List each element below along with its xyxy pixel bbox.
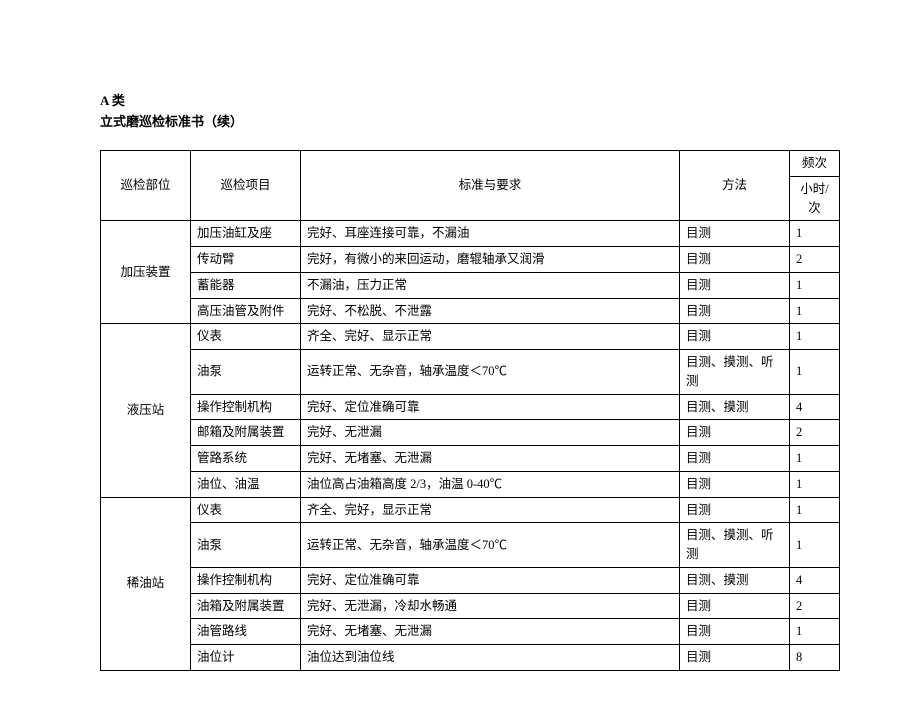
- item-cell: 操作控制机构: [191, 567, 301, 593]
- document-title: 立式磨巡检标准书（续）: [100, 111, 840, 130]
- table-row: 油泵运转正常、无杂音，轴承温度＜70℃目测、摸测、听测1: [101, 523, 840, 568]
- col-header-standard: 标准与要求: [301, 151, 680, 221]
- freq-cell: 1: [790, 221, 840, 247]
- freq-cell: 1: [790, 619, 840, 645]
- col-header-freq: 频次: [790, 151, 840, 177]
- standard-cell: 完好、耳座连接可靠，不漏油: [301, 221, 680, 247]
- table-row: 操作控制机构完好、定位准确可靠目测、摸测4: [101, 567, 840, 593]
- freq-cell: 2: [790, 247, 840, 273]
- freq-cell: 1: [790, 298, 840, 324]
- table-row: 邮箱及附属装置完好、无泄漏目测2: [101, 420, 840, 446]
- freq-cell: 1: [790, 523, 840, 568]
- item-cell: 油位计: [191, 645, 301, 671]
- table-row: 液压站仪表齐全、完好、显示正常目测1: [101, 324, 840, 350]
- method-cell: 目测: [680, 497, 790, 523]
- col-header-item: 巡检项目: [191, 151, 301, 221]
- standard-cell: 油位高占油箱高度 2/3，油温 0-40℃: [301, 471, 680, 497]
- table-row: 油位、油温油位高占油箱高度 2/3，油温 0-40℃目测1: [101, 471, 840, 497]
- method-cell: 目测: [680, 221, 790, 247]
- standard-cell: 完好、无堵塞、无泄漏: [301, 619, 680, 645]
- group-cell: 加压装置: [101, 221, 191, 324]
- item-cell: 仪表: [191, 324, 301, 350]
- freq-cell: 4: [790, 567, 840, 593]
- table-row: 稀油站仪表齐全、完好，显示正常目测1: [101, 497, 840, 523]
- freq-cell: 1: [790, 350, 840, 395]
- table-row: 高压油管及附件完好、不松脱、不泄露目测1: [101, 298, 840, 324]
- item-cell: 蓄能器: [191, 272, 301, 298]
- group-cell: 稀油站: [101, 497, 191, 670]
- standard-cell: 完好、无泄漏，冷却水畅通: [301, 593, 680, 619]
- method-cell: 目测: [680, 593, 790, 619]
- method-cell: 目测: [680, 247, 790, 273]
- item-cell: 油泵: [191, 350, 301, 395]
- table-body: 加压装置加压油缸及座完好、耳座连接可靠，不漏油目测1传动臂完好，有微小的来回运动…: [101, 221, 840, 671]
- standard-cell: 完好、定位准确可靠: [301, 394, 680, 420]
- item-cell: 管路系统: [191, 446, 301, 472]
- standard-cell: 运转正常、无杂音，轴承温度＜70℃: [301, 350, 680, 395]
- method-cell: 目测: [680, 272, 790, 298]
- group-cell: 液压站: [101, 324, 191, 497]
- standard-cell: 完好，有微小的来回运动，磨辊轴承又润滑: [301, 247, 680, 273]
- standard-cell: 齐全、完好，显示正常: [301, 497, 680, 523]
- method-cell: 目测: [680, 324, 790, 350]
- item-cell: 邮箱及附属装置: [191, 420, 301, 446]
- freq-cell: 1: [790, 471, 840, 497]
- method-cell: 目测、摸测: [680, 394, 790, 420]
- table-header-row: 巡检部位 巡检项目 标准与要求 方法 频次: [101, 151, 840, 177]
- freq-cell: 2: [790, 420, 840, 446]
- item-cell: 油泵: [191, 523, 301, 568]
- freq-cell: 4: [790, 394, 840, 420]
- method-cell: 目测: [680, 420, 790, 446]
- col-header-method: 方法: [680, 151, 790, 221]
- item-cell: 加压油缸及座: [191, 221, 301, 247]
- item-cell: 油管路线: [191, 619, 301, 645]
- freq-cell: 8: [790, 645, 840, 671]
- table-row: 加压装置加压油缸及座完好、耳座连接可靠，不漏油目测1: [101, 221, 840, 247]
- freq-cell: 1: [790, 272, 840, 298]
- method-cell: 目测、摸测、听测: [680, 350, 790, 395]
- table-row: 油位计油位达到油位线目测8: [101, 645, 840, 671]
- col-header-freq-unit: 小时/次: [790, 176, 840, 221]
- standard-cell: 完好、不松脱、不泄露: [301, 298, 680, 324]
- table-row: 管路系统完好、无堵塞、无泄漏目测1: [101, 446, 840, 472]
- inspection-table: 巡检部位 巡检项目 标准与要求 方法 频次 小时/次 加压装置加压油缸及座完好、…: [100, 150, 840, 671]
- standard-cell: 齐全、完好、显示正常: [301, 324, 680, 350]
- standard-cell: 不漏油，压力正常: [301, 272, 680, 298]
- freq-cell: 1: [790, 497, 840, 523]
- item-cell: 操作控制机构: [191, 394, 301, 420]
- table-row: 油箱及附属装置完好、无泄漏，冷却水畅通目测2: [101, 593, 840, 619]
- table-row: 操作控制机构完好、定位准确可靠目测、摸测4: [101, 394, 840, 420]
- method-cell: 目测: [680, 298, 790, 324]
- item-cell: 油位、油温: [191, 471, 301, 497]
- freq-cell: 1: [790, 446, 840, 472]
- standard-cell: 完好、无堵塞、无泄漏: [301, 446, 680, 472]
- method-cell: 目测、摸测: [680, 567, 790, 593]
- freq-cell: 2: [790, 593, 840, 619]
- item-cell: 仪表: [191, 497, 301, 523]
- standard-cell: 完好、定位准确可靠: [301, 567, 680, 593]
- freq-cell: 1: [790, 324, 840, 350]
- standard-cell: 完好、无泄漏: [301, 420, 680, 446]
- table-row: 蓄能器不漏油，压力正常目测1: [101, 272, 840, 298]
- standard-cell: 运转正常、无杂音，轴承温度＜70℃: [301, 523, 680, 568]
- category-label: A 类: [100, 90, 840, 109]
- method-cell: 目测: [680, 471, 790, 497]
- method-cell: 目测: [680, 446, 790, 472]
- table-row: 油泵运转正常、无杂音，轴承温度＜70℃目测、摸测、听测1: [101, 350, 840, 395]
- method-cell: 目测、摸测、听测: [680, 523, 790, 568]
- col-header-part: 巡检部位: [101, 151, 191, 221]
- item-cell: 高压油管及附件: [191, 298, 301, 324]
- standard-cell: 油位达到油位线: [301, 645, 680, 671]
- item-cell: 传动臂: [191, 247, 301, 273]
- table-row: 油管路线完好、无堵塞、无泄漏目测1: [101, 619, 840, 645]
- method-cell: 目测: [680, 619, 790, 645]
- item-cell: 油箱及附属装置: [191, 593, 301, 619]
- table-row: 传动臂完好，有微小的来回运动，磨辊轴承又润滑目测2: [101, 247, 840, 273]
- method-cell: 目测: [680, 645, 790, 671]
